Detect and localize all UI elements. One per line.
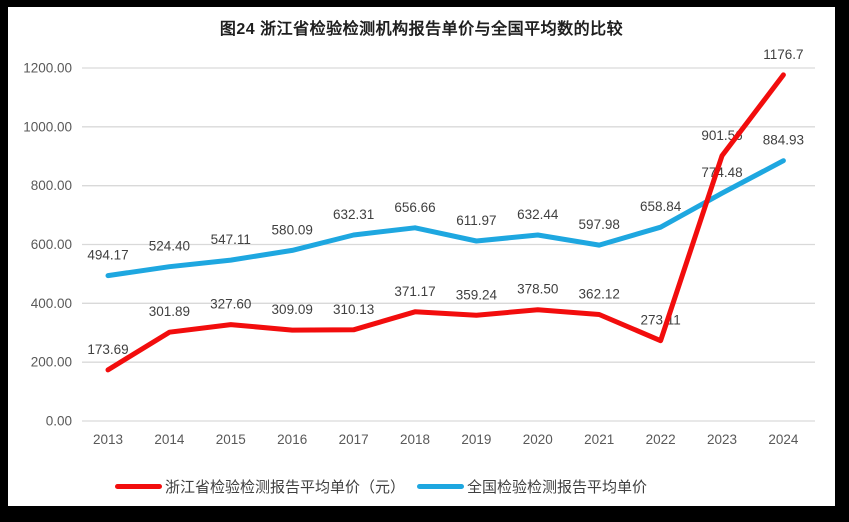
x-axis-tick-label: 2015 xyxy=(216,432,246,447)
data-label: 580.09 xyxy=(272,222,313,237)
x-axis-tick-label: 2018 xyxy=(400,432,430,447)
chart-title: 图24 浙江省检验检测机构报告单价与全国平均数的比较 xyxy=(219,21,624,38)
data-label: 310.13 xyxy=(333,302,374,317)
data-label: 884.93 xyxy=(763,133,804,148)
data-label: 1176.7 xyxy=(763,47,803,62)
x-axis-tick-label: 2016 xyxy=(277,432,307,447)
data-label: 524.40 xyxy=(149,239,190,254)
data-label: 547.11 xyxy=(211,232,251,247)
data-label: 371.17 xyxy=(394,284,435,299)
legend-item-national: 全国检验检测报告平均单价 xyxy=(417,476,647,497)
y-axis-tick-label: 800.00 xyxy=(31,178,72,193)
x-axis-tick-label: 2013 xyxy=(93,432,123,447)
data-label: 632.44 xyxy=(517,207,559,222)
line-chart-canvas: 0.00 200.00 400.00 600.00 800.00 1000.00 1200.… xyxy=(23,47,815,447)
data-label: 597.98 xyxy=(579,217,620,232)
legend-label-national: 全国检验检测报告平均单价 xyxy=(467,479,648,496)
y-axis-tick-label: 0.00 xyxy=(46,414,72,429)
data-label: 656.66 xyxy=(394,200,435,215)
y-axis-tick-label: 1000.00 xyxy=(23,119,72,134)
zhejiang-series-swatch-icon xyxy=(114,484,162,489)
x-axis-tick-label: 2021 xyxy=(584,432,614,447)
national-series-swatch-icon xyxy=(417,484,464,489)
data-label: 378.50 xyxy=(517,282,558,297)
x-axis-tick-label: 2022 xyxy=(646,432,676,447)
data-label: 327.60 xyxy=(210,297,251,312)
chart-legend: 浙江省检验检测报告平均单价（元） 全国检验检测报告平均单价 xyxy=(8,476,754,497)
y-axis-tick-label: 400.00 xyxy=(31,296,72,311)
x-axis-tick-label: 2020 xyxy=(523,432,553,447)
data-label: 774.48 xyxy=(701,165,742,180)
legend-item-zhejiang: 浙江省检验检测报告平均单价（元） xyxy=(114,476,405,497)
chart-area: 图24 浙江省检验检测机构报告单价与全国平均数的比较 0.00 200.00 400… xyxy=(8,7,835,506)
y-axis-tick-label: 1200.00 xyxy=(23,61,72,76)
data-label: 173.69 xyxy=(87,342,128,357)
y-axis-tick-label: 200.00 xyxy=(31,355,72,370)
legend-label-zhejiang: 浙江省检验检测报告平均单价（元） xyxy=(164,479,405,496)
data-label: 359.24 xyxy=(456,287,498,302)
x-axis-tick-label: 2014 xyxy=(154,432,185,447)
y-axis-tick-label: 600.00 xyxy=(31,237,72,252)
data-label: 494.17 xyxy=(87,248,128,263)
data-label: 309.09 xyxy=(272,302,313,317)
series-line-zhejiang xyxy=(105,72,786,373)
data-label: 273.11 xyxy=(640,313,680,328)
x-axis-tick-label: 2024 xyxy=(768,432,799,447)
data-label: 362.12 xyxy=(579,287,620,302)
x-axis-tick-label: 2023 xyxy=(707,432,737,447)
x-axis-tick-label: 2019 xyxy=(461,432,491,447)
data-label: 658.84 xyxy=(640,199,682,214)
series-line-national xyxy=(105,158,786,279)
data-label: 632.31 xyxy=(333,207,374,222)
data-label: 611.97 xyxy=(456,213,496,228)
x-axis-tick-label: 2017 xyxy=(339,432,369,447)
data-label: 301.89 xyxy=(149,304,190,319)
